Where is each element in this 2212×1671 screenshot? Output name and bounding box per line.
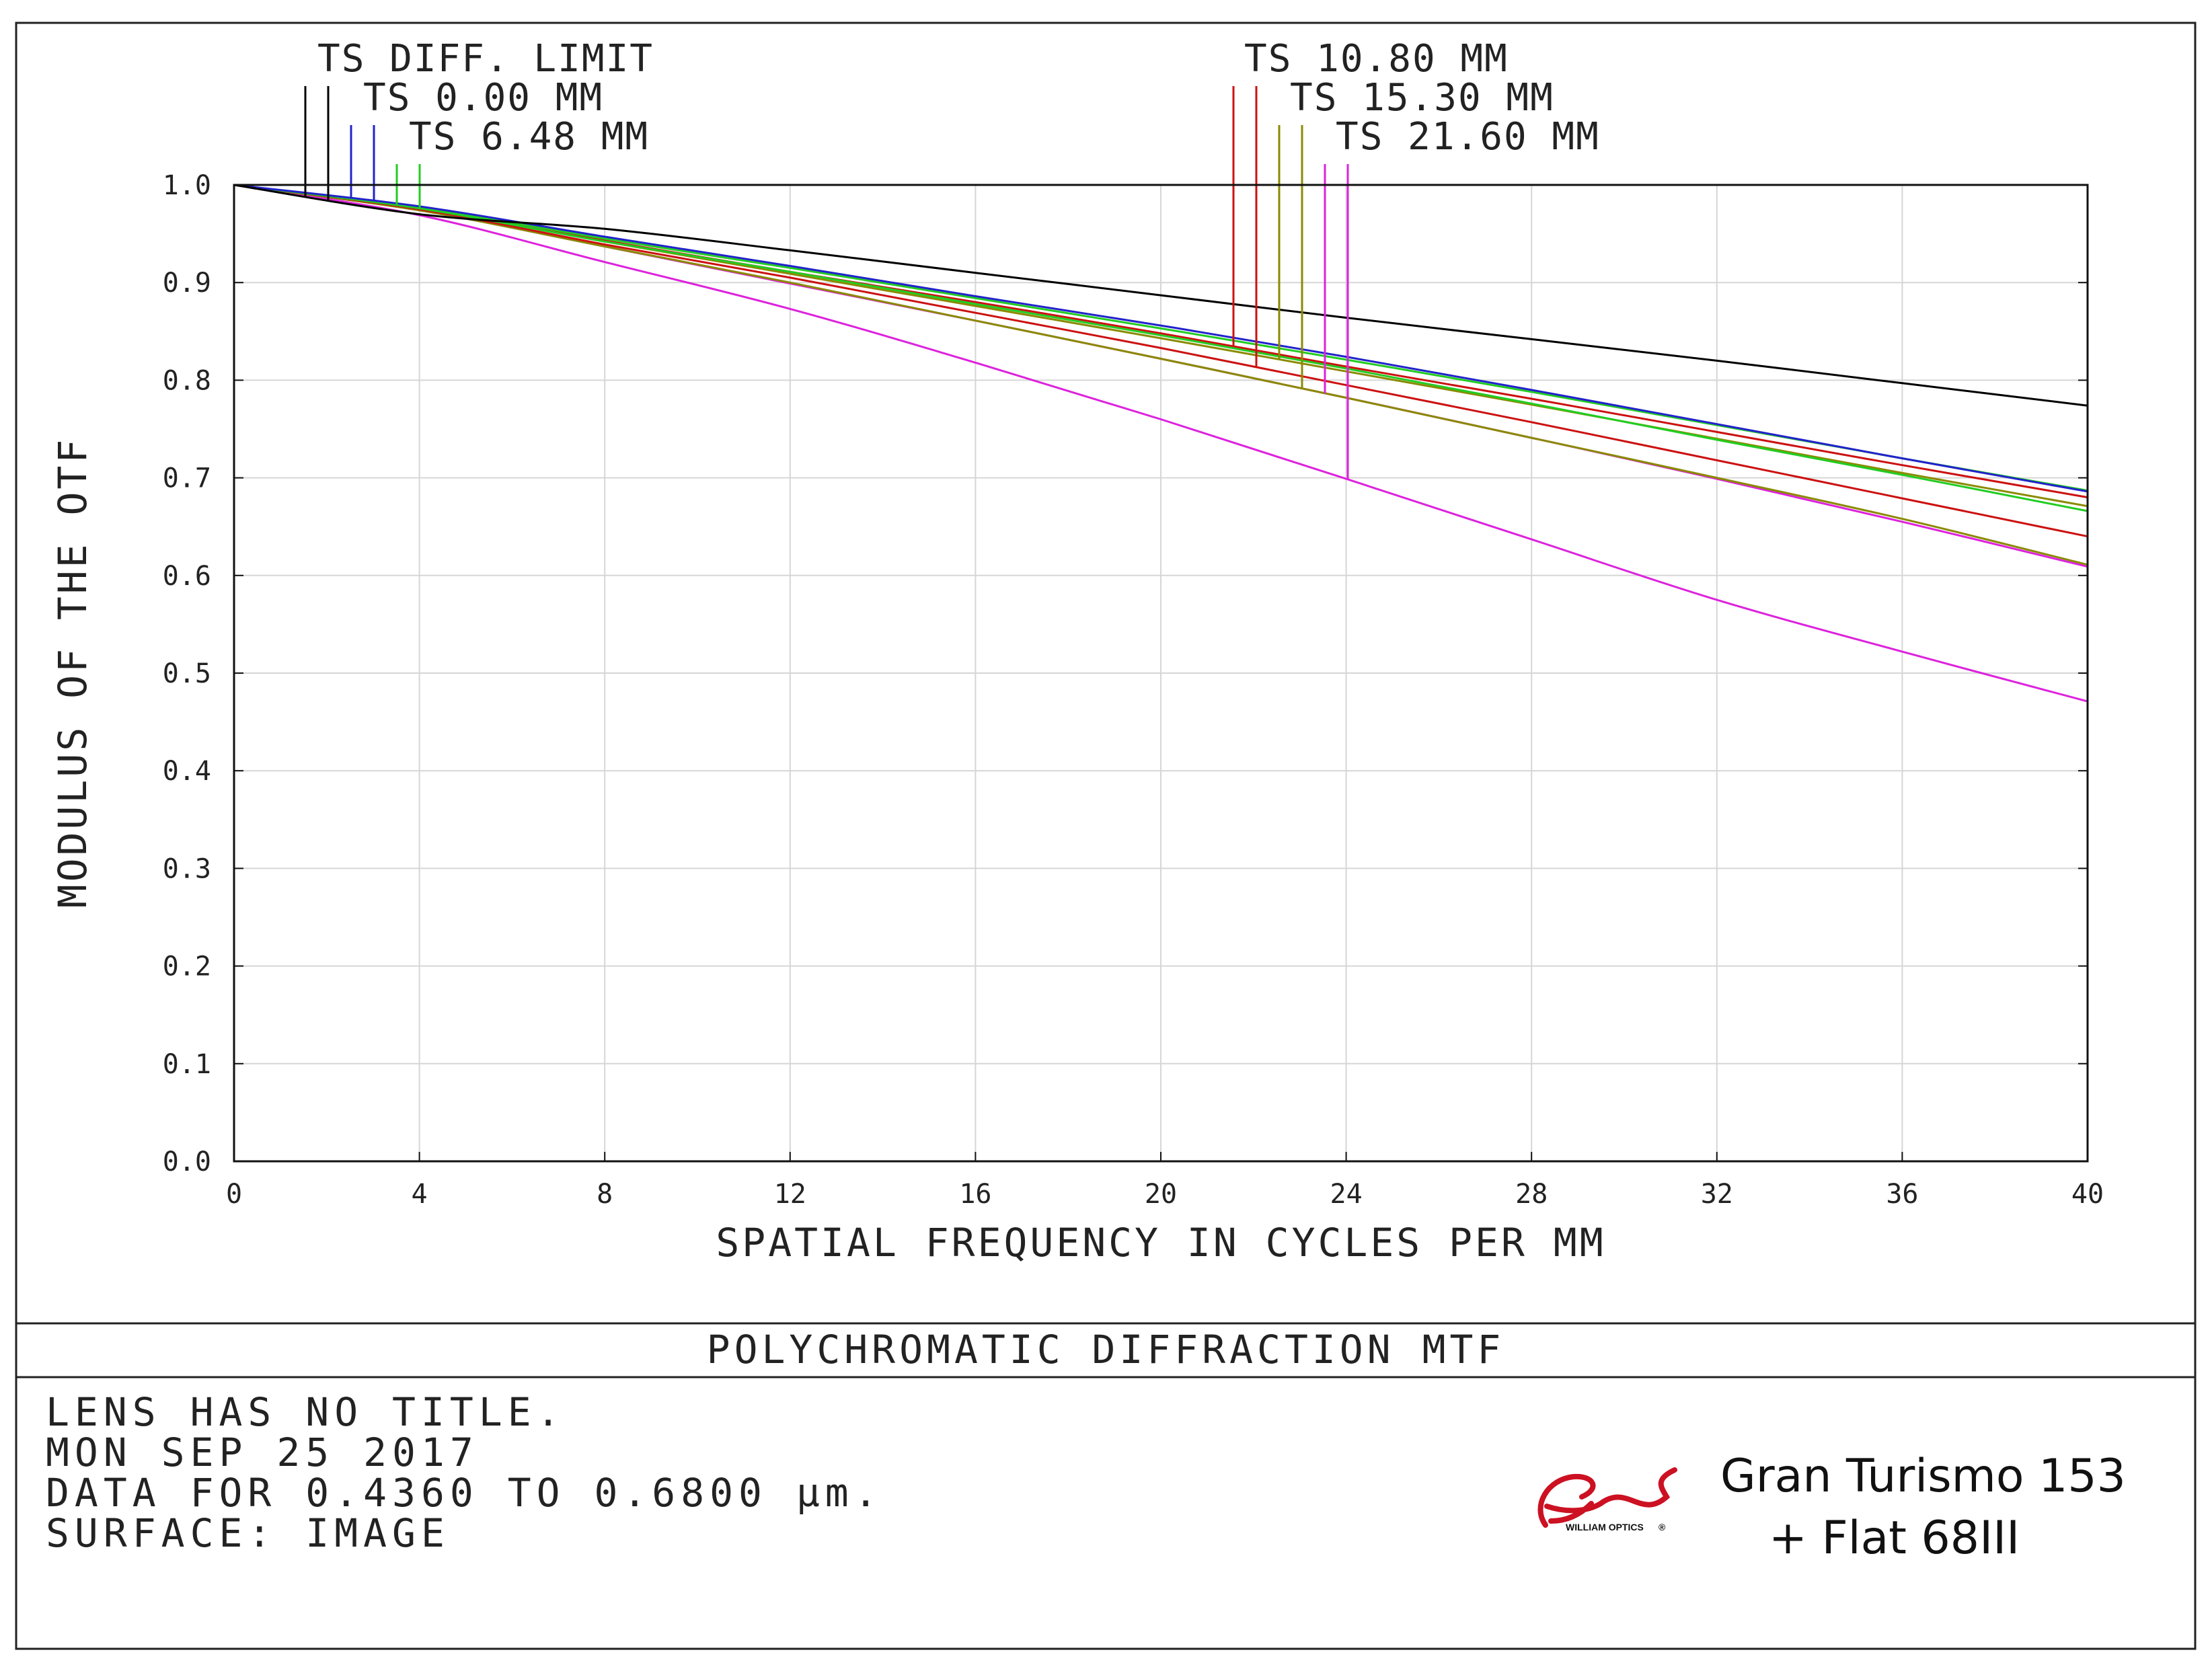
legend-label: TS 10.80 MM [1244,37,1509,81]
info-line-lens: LENS HAS NO TITLE. [46,1389,566,1435]
logo-text: WILLIAM OPTICS [1566,1522,1644,1532]
info-line-surface: SURFACE: IMAGE [46,1510,450,1556]
y-tick-label: 0.2 [163,951,211,982]
gridlines [233,184,2088,1162]
series-line-ts-10-80-mm-sagittal [233,184,2088,538]
legend-label: TS DIFF. LIMIT [317,37,654,81]
x-tick-label: 4 [412,1179,428,1210]
x-tick-label: 24 [1330,1179,1363,1210]
series-line-ts-6-48-mm-sagittal [233,184,2088,512]
legend-label: TS 15.30 MM [1290,76,1554,120]
y-tick-label: 0.1 [163,1049,211,1080]
y-tick-label: 0.4 [163,756,211,787]
x-tick-label: 32 [1701,1179,1733,1210]
series-line-ts-21-60-mm-sagittal [233,184,2088,703]
y-tick-label: 0.3 [163,853,211,884]
legend-label: TS 6.48 MM [409,115,649,159]
product-name-line-1: Gran Turismo 153 [1720,1450,2126,1503]
x-axis-label: SPATIAL FREQUENCY IN CYCLES PER MM [716,1220,1605,1266]
y-tick-label: 1.0 [163,170,211,201]
series-line-ts-diff-limit [233,184,2088,407]
x-tick-label: 8 [597,1179,613,1210]
legend-label: TS 0.00 MM [363,76,603,120]
x-tick-label: 28 [1515,1179,1548,1210]
plot-title: POLYCHROMATIC DIFFRACTION MTF [707,1327,1505,1372]
x-tick-label: 36 [1886,1179,1918,1210]
info-line-wavelength: DATA FOR 0.4360 TO 0.6800 µm. [46,1470,883,1516]
logo-registered-mark: ® [1658,1522,1666,1532]
series-line-ts-0-00-mm [233,184,2088,493]
y-axis-label: MODULUS OF THE OTF [50,437,96,908]
series-line-ts-15-30-mm-sagittal [233,184,2088,566]
y-tick-label: 0.9 [163,268,211,299]
y-tick-label: 0.0 [163,1147,211,1177]
series-lines [233,184,2088,703]
william-optics-logo: WILLIAM OPTICS ® [1537,1467,1677,1532]
tick-labels: 0 4 8 12 16 20 24 28 32 36 40 0.0 0.1 0.2 0.3 0.4 0.5 0.6… [163,170,2104,1210]
y-tick-label: 0.6 [163,561,211,592]
y-tick-label: 0.7 [163,463,211,494]
x-tick-label: 12 [774,1179,806,1210]
x-tick-label: 0 [226,1179,242,1210]
x-tick-label: 20 [1145,1179,1177,1210]
y-tick-label: 0.5 [163,658,211,689]
y-tick-label: 0.8 [163,365,211,396]
outer-frame [15,22,2197,1650]
info-block: LENS HAS NO TITLE. MON SEP 25 2017 DATA … [46,1389,883,1556]
info-line-date: MON SEP 25 2017 [46,1430,479,1475]
x-tick-label: 16 [959,1179,991,1210]
x-tick-label: 40 [2071,1179,2104,1210]
swan-logo-icon [1537,1467,1677,1528]
product-name-line-2: + Flat 68III [1769,1512,2020,1565]
legend-label: TS 21.60 MM [1336,115,1600,159]
